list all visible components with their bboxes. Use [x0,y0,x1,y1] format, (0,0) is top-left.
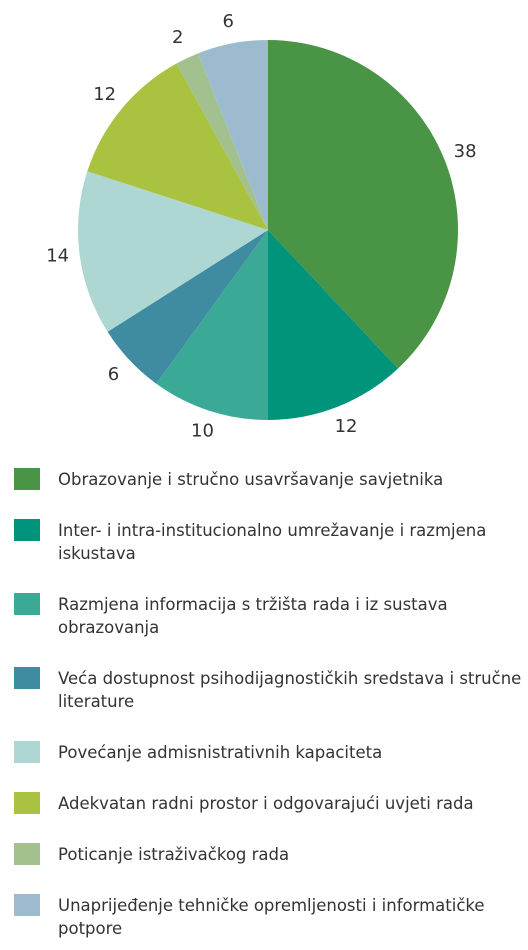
pie-slice [78,171,268,332]
legend-label: Adekvatan radni prostor i odgovarajući u… [58,794,474,813]
legend-item: Povećanje admisnistrativnih kapaciteta [14,741,528,764]
legend-label: Veća dostupnost psihodijagnostičkih sred… [58,669,522,711]
legend-label: Obrazovanje i stručno usavršavanje savje… [58,470,444,489]
pie-slice [176,53,268,230]
legend-item: Razmjena informacija s tržišta rada i iz… [14,593,528,639]
data-label: 38 [454,141,477,162]
data-label: 6 [108,364,119,385]
legend-label: Inter- i intra-institucionalno umrežavan… [58,521,487,563]
pie-slice [87,63,269,230]
data-label: 12 [335,416,358,437]
legend-item: Unaprijeđenje tehničke opremljenosti i i… [14,894,528,940]
pie-chart: 38 12 10 6 14 12 2 6 [46,11,477,442]
pie-slice [198,40,268,230]
data-label: 12 [93,84,116,105]
data-label: 10 [191,421,214,442]
legend-item: Poticanje istraživačkog rada [14,843,528,866]
legend-item: Inter- i intra-institucionalno umrežavan… [14,519,528,565]
pie-slice [156,230,268,420]
legend-label: Poticanje istraživačkog rada [58,845,290,864]
pie-slice [268,230,399,420]
legend-label: Povećanje admisnistrativnih kapaciteta [58,743,383,762]
data-label: 2 [172,27,183,48]
legend: Obrazovanje i stručno usavršavanje savje… [14,468,528,940]
legend-swatch [14,894,40,916]
legend-item: Obrazovanje i stručno usavršavanje savje… [14,468,528,491]
legend-swatch [14,741,40,763]
legend-item: Adekvatan radni prostor i odgovarajući u… [14,792,528,815]
pie-slice [268,40,459,369]
pie-slice [107,230,268,384]
data-label: 6 [223,11,234,32]
legend-label: Razmjena informacija s tržišta rada i iz… [58,595,448,637]
legend-swatch [14,843,40,865]
legend-swatch [14,519,40,541]
legend-label: Unaprijeđenje tehničke opremljenosti i i… [58,896,485,938]
legend-swatch [14,468,40,490]
legend-item: Veća dostupnost psihodijagnostičkih sred… [14,667,528,713]
legend-swatch [14,792,40,814]
legend-swatch [14,667,40,689]
data-label: 14 [46,246,69,267]
legend-swatch [14,593,40,615]
